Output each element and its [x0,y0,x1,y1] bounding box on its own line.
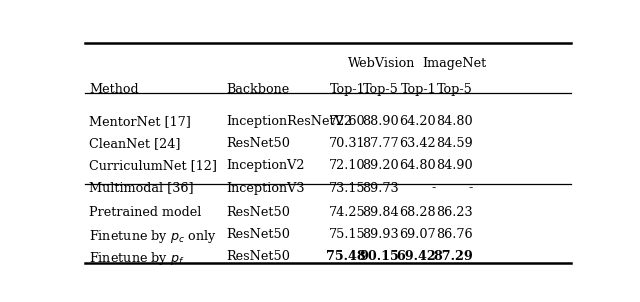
Text: 72.10: 72.10 [329,159,365,172]
Text: 87.29: 87.29 [433,250,473,263]
Text: 89.73: 89.73 [362,182,399,194]
Text: ResNet50: ResNet50 [227,137,290,150]
Text: -: - [468,182,473,194]
Text: InceptionV3: InceptionV3 [227,182,305,194]
Text: WebVision: WebVision [348,57,416,70]
Text: ResNet50: ResNet50 [227,228,290,241]
Text: InceptionV2: InceptionV2 [227,159,305,172]
Text: 89.84: 89.84 [362,206,399,219]
Text: 87.77: 87.77 [362,137,399,150]
Text: InceptionResNetV2: InceptionResNetV2 [227,115,352,128]
Text: 70.31: 70.31 [329,137,365,150]
Text: 84.59: 84.59 [436,137,473,150]
Text: 64.80: 64.80 [399,159,436,172]
Text: 84.80: 84.80 [436,115,473,128]
Text: 63.42: 63.42 [399,137,436,150]
Text: CurriculumNet [12]: CurriculumNet [12] [89,159,217,172]
Text: 74.25: 74.25 [328,206,365,219]
Text: 86.23: 86.23 [436,206,473,219]
Text: Finetune by $p_f$: Finetune by $p_f$ [89,250,184,267]
Text: 90.15: 90.15 [359,250,399,263]
Text: 75.48: 75.48 [326,250,365,263]
Text: 68.28: 68.28 [399,206,436,219]
Text: MentorNet [17]: MentorNet [17] [89,115,191,128]
Text: -: - [432,182,436,194]
Text: Top-1: Top-1 [330,83,365,96]
Text: 69.42: 69.42 [396,250,436,263]
Text: 64.20: 64.20 [399,115,436,128]
Text: 86.76: 86.76 [436,228,473,241]
Text: Top-5: Top-5 [437,83,473,96]
Text: 73.15: 73.15 [328,182,365,194]
Text: ImageNet: ImageNet [422,57,486,70]
Text: Backbone: Backbone [227,83,289,96]
Text: 89.20: 89.20 [362,159,399,172]
Text: Multimodal [36]: Multimodal [36] [89,182,193,194]
Text: 84.90: 84.90 [436,159,473,172]
Text: Top-1: Top-1 [401,83,436,96]
Text: 88.90: 88.90 [362,115,399,128]
Text: Method: Method [89,83,138,96]
Text: ResNet50: ResNet50 [227,206,290,219]
Text: Top-5: Top-5 [363,83,399,96]
Text: 89.93: 89.93 [362,228,399,241]
Text: Finetune by $p_c$ only: Finetune by $p_c$ only [89,228,217,245]
Text: Pretrained model: Pretrained model [89,206,202,219]
Text: 69.07: 69.07 [399,228,436,241]
Text: 75.15: 75.15 [328,228,365,241]
Text: CleanNet [24]: CleanNet [24] [89,137,180,150]
Text: 72.60: 72.60 [328,115,365,128]
Text: ResNet50: ResNet50 [227,250,290,263]
